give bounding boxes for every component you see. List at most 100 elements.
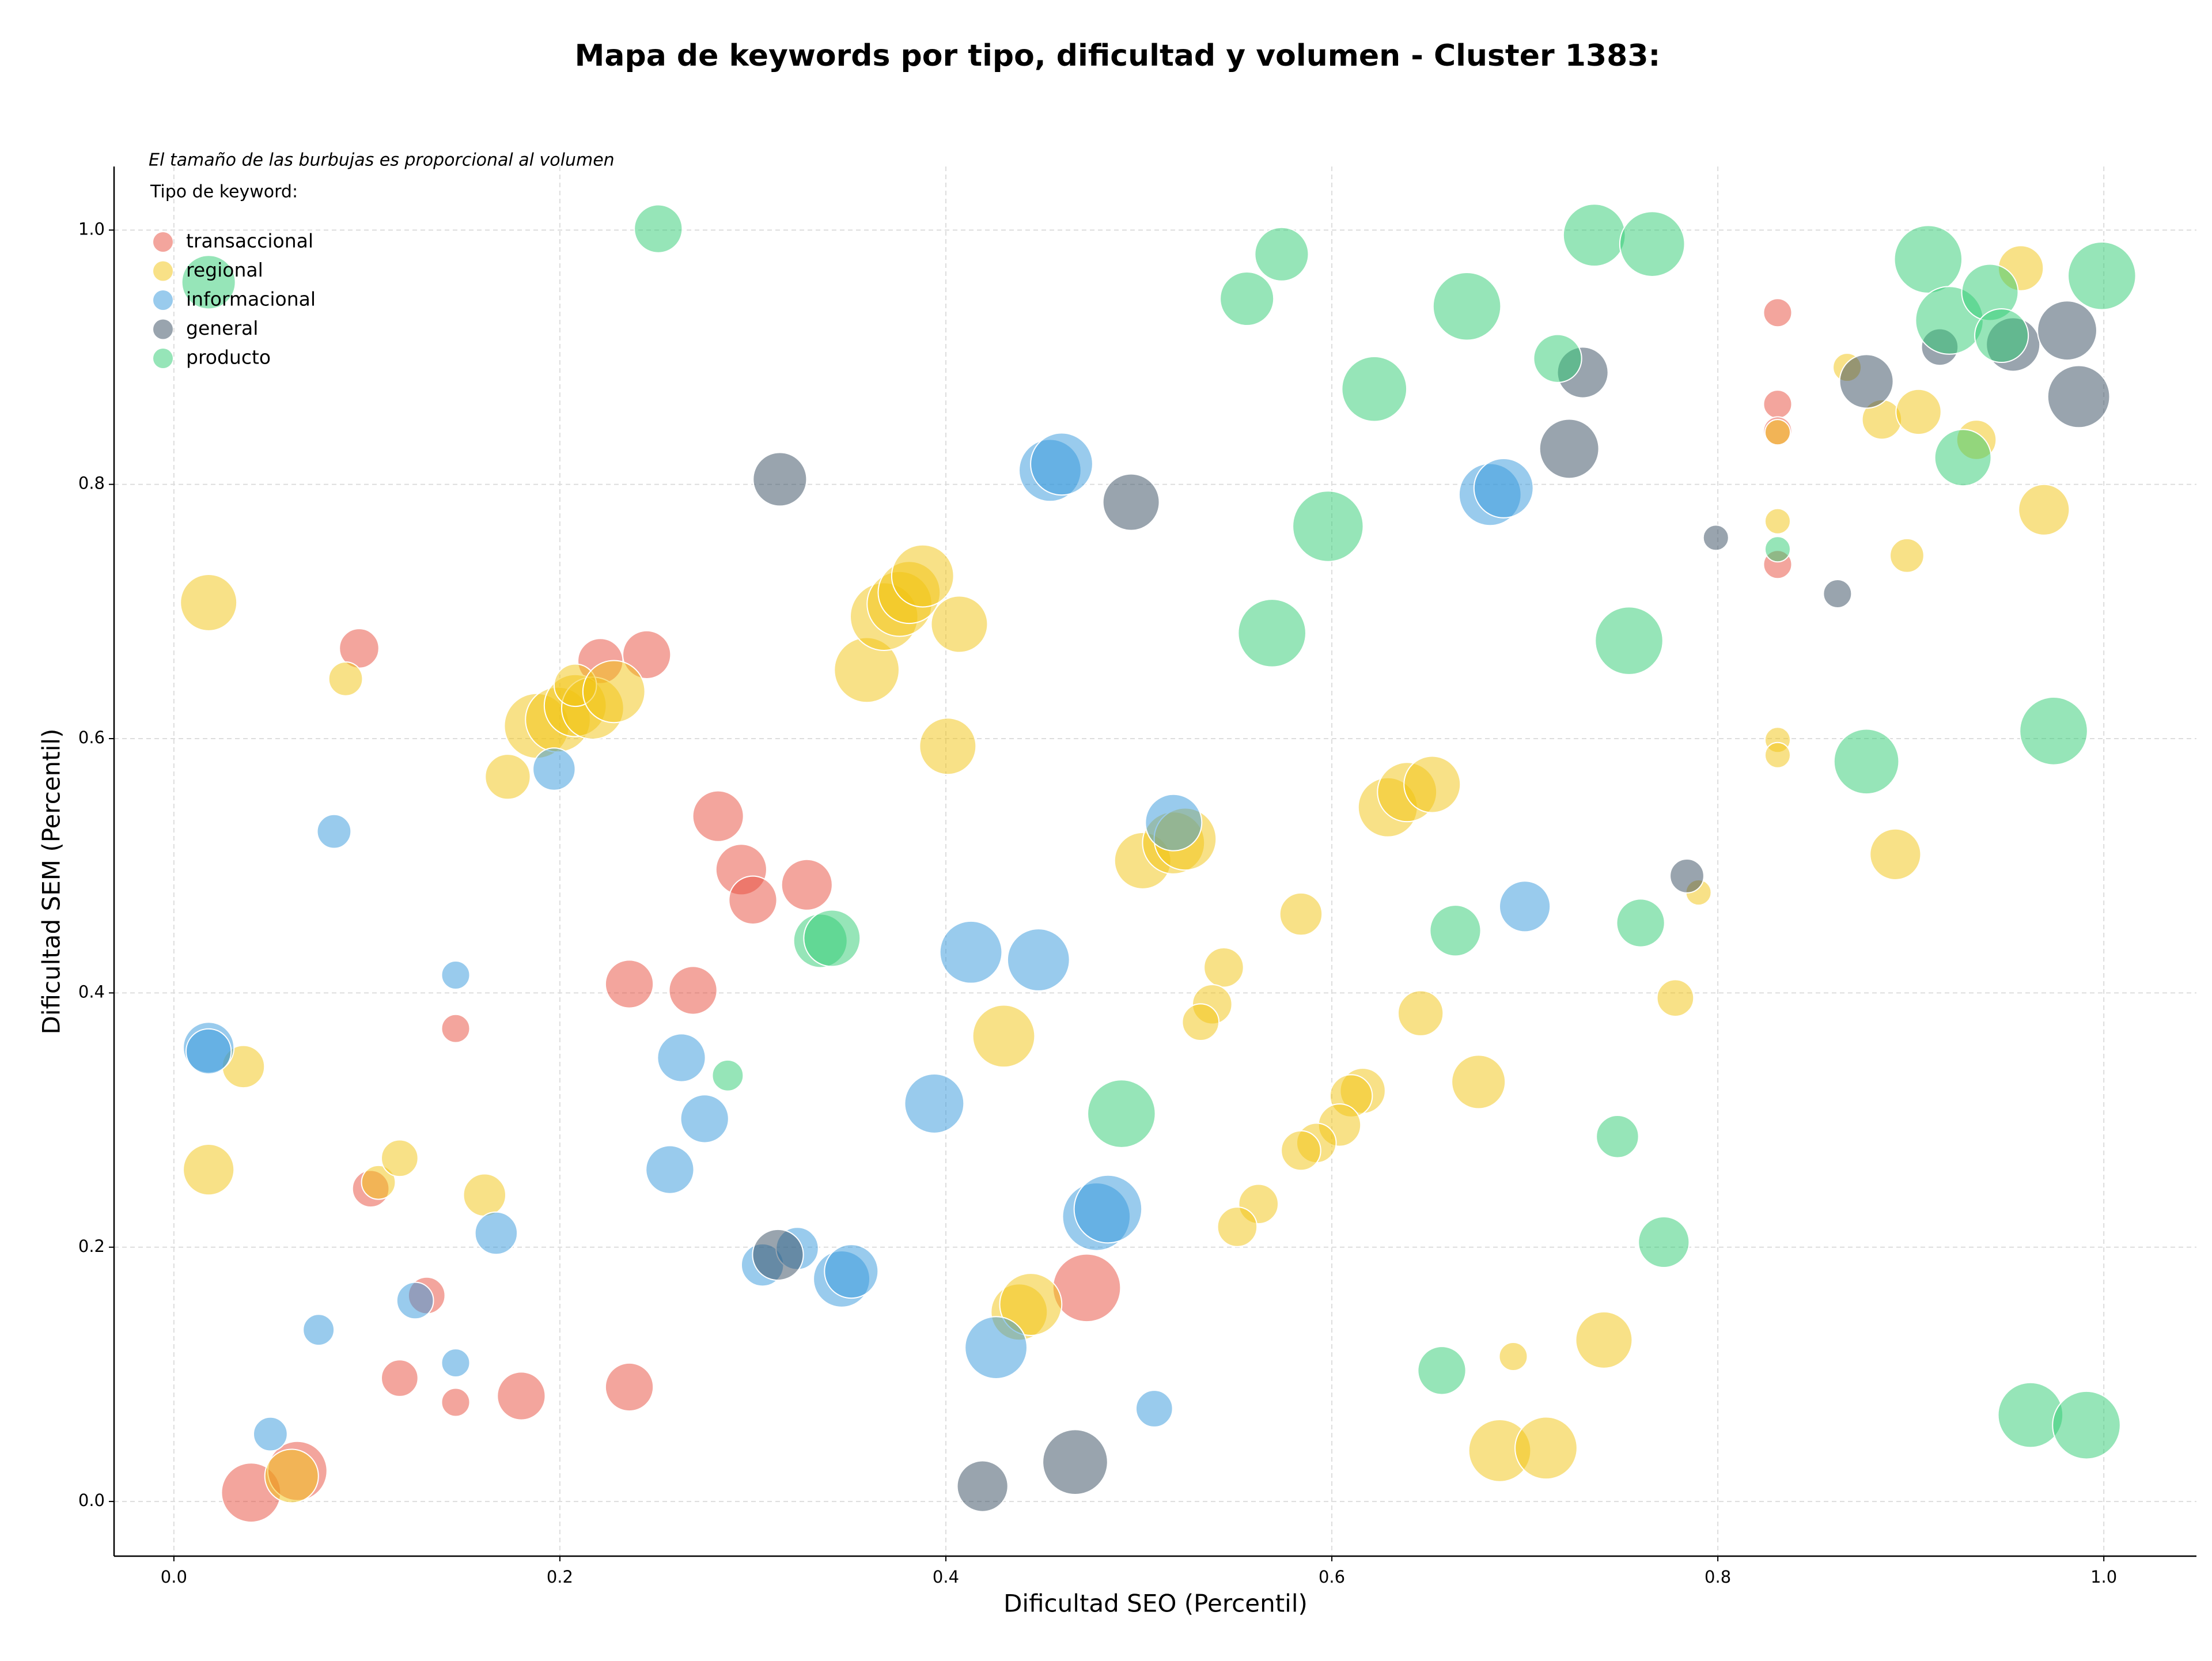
bubble: [1087, 1079, 1156, 1148]
bubble: [1669, 858, 1705, 894]
bubble: [1616, 898, 1665, 948]
bubble: [361, 1164, 396, 1200]
y-tick-label: 0.4: [78, 982, 105, 1001]
bubble: [1764, 508, 1791, 535]
bubble: [972, 1004, 1036, 1068]
bubble: [463, 1173, 506, 1217]
bubble: [956, 1460, 1009, 1512]
bubble: [2047, 365, 2111, 429]
bubble: [1974, 308, 2029, 364]
bubble: [302, 1314, 335, 1346]
bubble: [381, 1359, 419, 1397]
bubble: [803, 909, 861, 967]
bubble: [752, 1228, 804, 1281]
legend-label: transaccional: [186, 230, 313, 252]
bubble: [1429, 905, 1482, 957]
bubble: [999, 1273, 1063, 1336]
bubble: [1203, 947, 1244, 988]
bubble: [1254, 226, 1309, 282]
bubble: [183, 1144, 235, 1196]
bubble: [1006, 928, 1070, 992]
bubble: [532, 747, 576, 791]
y-axis-label: Dificultad SEM (Percentil): [37, 729, 66, 1035]
bubble: [824, 1244, 879, 1299]
bubble: [1839, 354, 1894, 409]
bubble: [1638, 1216, 1690, 1269]
bubble: [1539, 418, 1600, 479]
bubble: [441, 960, 471, 990]
bubble: [2037, 300, 2097, 361]
bubble: [1764, 419, 1791, 446]
y-tick-label: 0.0: [78, 1490, 105, 1510]
x-axis-label: Dificultad SEO (Percentil): [1003, 1590, 1308, 1618]
bubble: [474, 1211, 518, 1255]
bubble: [1562, 203, 1626, 267]
annotation: El tamaño de las burbujas es proporciona…: [149, 150, 615, 171]
bubble: [1073, 1174, 1143, 1244]
bubble: [1596, 1115, 1639, 1159]
bubble: [1397, 990, 1444, 1036]
bubble: [930, 595, 988, 653]
bubble: [622, 630, 672, 680]
x-tick-label: 0.4: [933, 1567, 959, 1587]
bubble: [1102, 473, 1160, 531]
bubble: [1292, 490, 1364, 562]
bubble: [1341, 355, 1408, 422]
bubble: [964, 1316, 1028, 1379]
bubble: [185, 1028, 232, 1075]
bubble: [441, 1348, 471, 1378]
bubble: [1702, 524, 1729, 551]
bubble: [316, 814, 352, 849]
bubble: [1135, 1390, 1173, 1428]
legend-marker: [153, 349, 173, 368]
bubble: [1869, 828, 1922, 880]
bubble: [1403, 755, 1461, 814]
bubble: [1145, 793, 1203, 852]
y-tick-label: 1.0: [78, 219, 105, 239]
bubble: [252, 1416, 288, 1452]
bubble: [1281, 1130, 1321, 1171]
bubble: [497, 1371, 546, 1421]
bubble: [1997, 1382, 2064, 1448]
bubble: [582, 660, 646, 724]
bubble: [891, 544, 955, 608]
bubble: [1594, 606, 1664, 675]
bubble: [2018, 483, 2070, 536]
bubble: [1052, 1253, 1122, 1323]
bubble: [484, 754, 531, 800]
bubble: [680, 1094, 729, 1144]
bubble: [1763, 389, 1793, 419]
bubble: [1499, 880, 1551, 933]
bubble: [604, 959, 654, 1009]
legend-label: producto: [186, 346, 271, 369]
bubble: [692, 790, 744, 842]
bubble: [1575, 1311, 1633, 1369]
bubble: [1893, 225, 1963, 294]
bubble: [752, 452, 808, 507]
bubble: [264, 1448, 319, 1504]
legend-label: general: [186, 317, 258, 339]
bubble: [1417, 1346, 1467, 1395]
bubble: [328, 661, 363, 697]
bubble: [1279, 892, 1323, 936]
bubble: [2052, 1390, 2121, 1460]
x-tick-label: 0.0: [161, 1567, 187, 1587]
bubble: [1432, 271, 1502, 341]
bubble: [2019, 697, 2088, 766]
x-tick-label: 1.0: [2090, 1567, 2117, 1587]
x-tick-label: 0.6: [1319, 1567, 1345, 1587]
bubble: [1219, 271, 1275, 327]
legend-marker: [153, 261, 173, 281]
bubble: [1656, 979, 1695, 1017]
bubble: [1514, 1416, 1578, 1480]
x-tick-label: 0.8: [1705, 1567, 1731, 1587]
bubble: [1823, 578, 1853, 608]
bubble: [604, 1362, 654, 1412]
bubble: [645, 1145, 695, 1194]
legend-marker: [153, 232, 173, 252]
bubble: [668, 966, 718, 1015]
bubble: [441, 1013, 471, 1043]
bubble: [1237, 599, 1306, 668]
chart-title: Mapa de keywords por tipo, dificultad y …: [575, 39, 1661, 73]
